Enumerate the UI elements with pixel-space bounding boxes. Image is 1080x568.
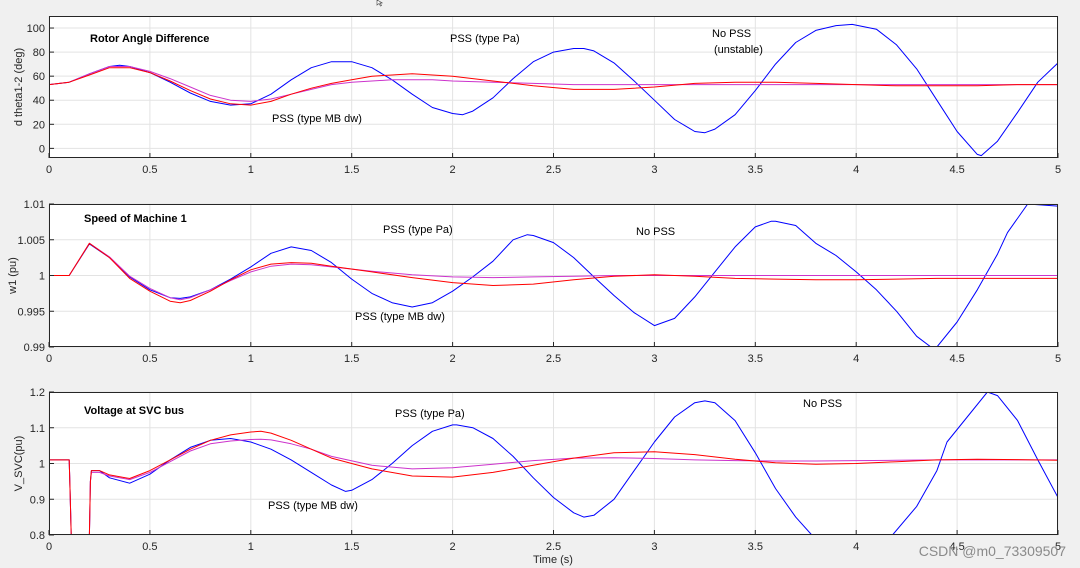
series-pss-mb-dw <box>49 242 1058 304</box>
x-tick-label: 2 <box>450 541 456 553</box>
x-tick-label: 4.5 <box>949 164 964 176</box>
series-pss-pa <box>49 66 1058 102</box>
y-tick-label: 0.9 <box>30 494 45 506</box>
x-tick-label: 1 <box>248 541 254 553</box>
y-tick-label: 1.01 <box>24 199 45 211</box>
x-tick-label: 3.5 <box>748 353 763 365</box>
y-tick-label: 1.1 <box>30 423 45 435</box>
x-tick-label: 1 <box>248 164 254 176</box>
y-tick-label: 40 <box>33 95 45 107</box>
annotation: PSS (type MB dw) <box>268 500 358 512</box>
y-tick-label: 80 <box>33 47 45 59</box>
series-no-pss <box>49 392 1058 535</box>
x-tick-label: 3.5 <box>748 164 763 176</box>
x-tick-label: 0.5 <box>142 164 157 176</box>
y-tick-label: 1.005 <box>17 235 45 247</box>
series-pss-mb-dw <box>49 430 1058 535</box>
annotation: PSS (type Pa) <box>383 224 453 236</box>
series-no-pss <box>49 23 1058 157</box>
y-axis-label: d theta1-2 (deg) <box>13 48 25 126</box>
annotation: (unstable) <box>714 44 763 56</box>
x-tick-label: 4.5 <box>949 353 964 365</box>
x-tick-label: 1 <box>248 353 254 365</box>
x-tick-label: 3 <box>651 164 657 176</box>
x-tick-label: 5 <box>1055 164 1061 176</box>
annotation: PSS (type MB dw) <box>355 311 445 323</box>
subplot-title: Speed of Machine 1 <box>84 213 187 225</box>
x-tick-label: 1.5 <box>344 353 359 365</box>
x-tick-label: 3.5 <box>748 541 763 553</box>
subplot-1: 0 0.5 1 1.5 2 2.5 3 3.5 4 4.5 5 0 20 40 60 80 100 d theta… <box>13 16 1061 176</box>
y-tick-label: 60 <box>33 71 45 83</box>
y-tick-label: 0.99 <box>24 342 45 354</box>
annotation: PSS (type Pa) <box>450 33 520 45</box>
annotation: No PSS <box>803 398 842 410</box>
x-tick-label: 2.5 <box>546 164 561 176</box>
subplot-title: Voltage at SVC bus <box>84 405 184 417</box>
x-tick-label: 2 <box>450 353 456 365</box>
series-pss-pa <box>49 242 1058 301</box>
y-tick-label: 1 <box>39 459 45 471</box>
annotation: PSS (type Pa) <box>395 408 465 420</box>
x-tick-label: 0.5 <box>142 353 157 365</box>
y-tick-label: 1.2 <box>30 387 45 399</box>
subplot-2: 0 0.5 1 1.5 2 2.5 3 3.5 4 4.5 5 0.99 0.995 1 1.005 1.01… <box>7 199 1061 365</box>
subplot-title: Rotor Angle Difference <box>90 33 209 45</box>
x-tick-label: 4 <box>853 164 859 176</box>
watermark: CSDN @m0_73309507 <box>919 543 1067 559</box>
y-axis-label: V_SVC(pu) <box>13 436 25 492</box>
cursor-icon <box>376 0 383 7</box>
annotation: PSS (type MB dw) <box>272 113 362 125</box>
series-pss-mb-dw <box>49 67 1058 106</box>
x-tick-label: 4 <box>853 353 859 365</box>
x-tick-label: 0 <box>46 164 52 176</box>
x-tick-label: 4.5 <box>949 541 964 553</box>
x-tick-label: 2.5 <box>546 353 561 365</box>
x-tick-label: 5 <box>1055 353 1061 365</box>
y-axis-label: w1 (pu) <box>7 257 19 295</box>
x-tick-label: 3 <box>651 353 657 365</box>
x-tick-label: 5 <box>1055 541 1061 553</box>
x-tick-label: 0.5 <box>142 541 157 553</box>
annotation: No PSS <box>712 28 751 40</box>
x-tick-label: 0 <box>46 353 52 365</box>
x-tick-label: 1.5 <box>344 164 359 176</box>
y-tick-label: 1 <box>39 271 45 283</box>
y-tick-label: 0.995 <box>17 306 45 318</box>
x-tick-label: 1.5 <box>344 541 359 553</box>
y-tick-label: 100 <box>27 23 45 35</box>
x-tick-label: 2.5 <box>546 541 561 553</box>
x-tick-label: 4 <box>853 541 859 553</box>
subplot-3: 0 0.5 1 1.5 2 2.5 3 3.5 4 4.5 5 0.8 0.9 1 1.1 1.2 V_SVC(… <box>13 387 1061 553</box>
x-tick-label: 2 <box>450 164 456 176</box>
x-tick-label: 0 <box>46 541 52 553</box>
y-tick-label: 0 <box>39 143 45 155</box>
annotation: No PSS <box>636 226 675 238</box>
x-tick-label: 3 <box>651 541 657 553</box>
x-axis-label: Time (s) <box>533 554 573 566</box>
y-tick-label: 20 <box>33 119 45 131</box>
y-tick-label: 0.8 <box>30 530 45 542</box>
